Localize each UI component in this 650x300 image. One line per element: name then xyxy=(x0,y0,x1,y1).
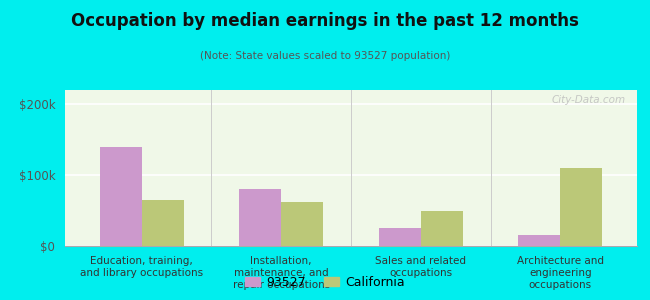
Text: (Note: State values scaled to 93527 population): (Note: State values scaled to 93527 popu… xyxy=(200,51,450,61)
Bar xyxy=(281,202,323,246)
Bar xyxy=(100,147,142,246)
Text: City-Data.com: City-Data.com xyxy=(551,95,625,105)
Bar xyxy=(379,228,421,246)
Bar xyxy=(560,168,602,246)
Bar xyxy=(239,189,281,246)
Legend: 93527, California: 93527, California xyxy=(240,271,410,294)
Bar xyxy=(142,200,183,246)
Bar xyxy=(519,236,560,246)
Bar xyxy=(421,211,463,246)
Text: Occupation by median earnings in the past 12 months: Occupation by median earnings in the pas… xyxy=(71,12,579,30)
